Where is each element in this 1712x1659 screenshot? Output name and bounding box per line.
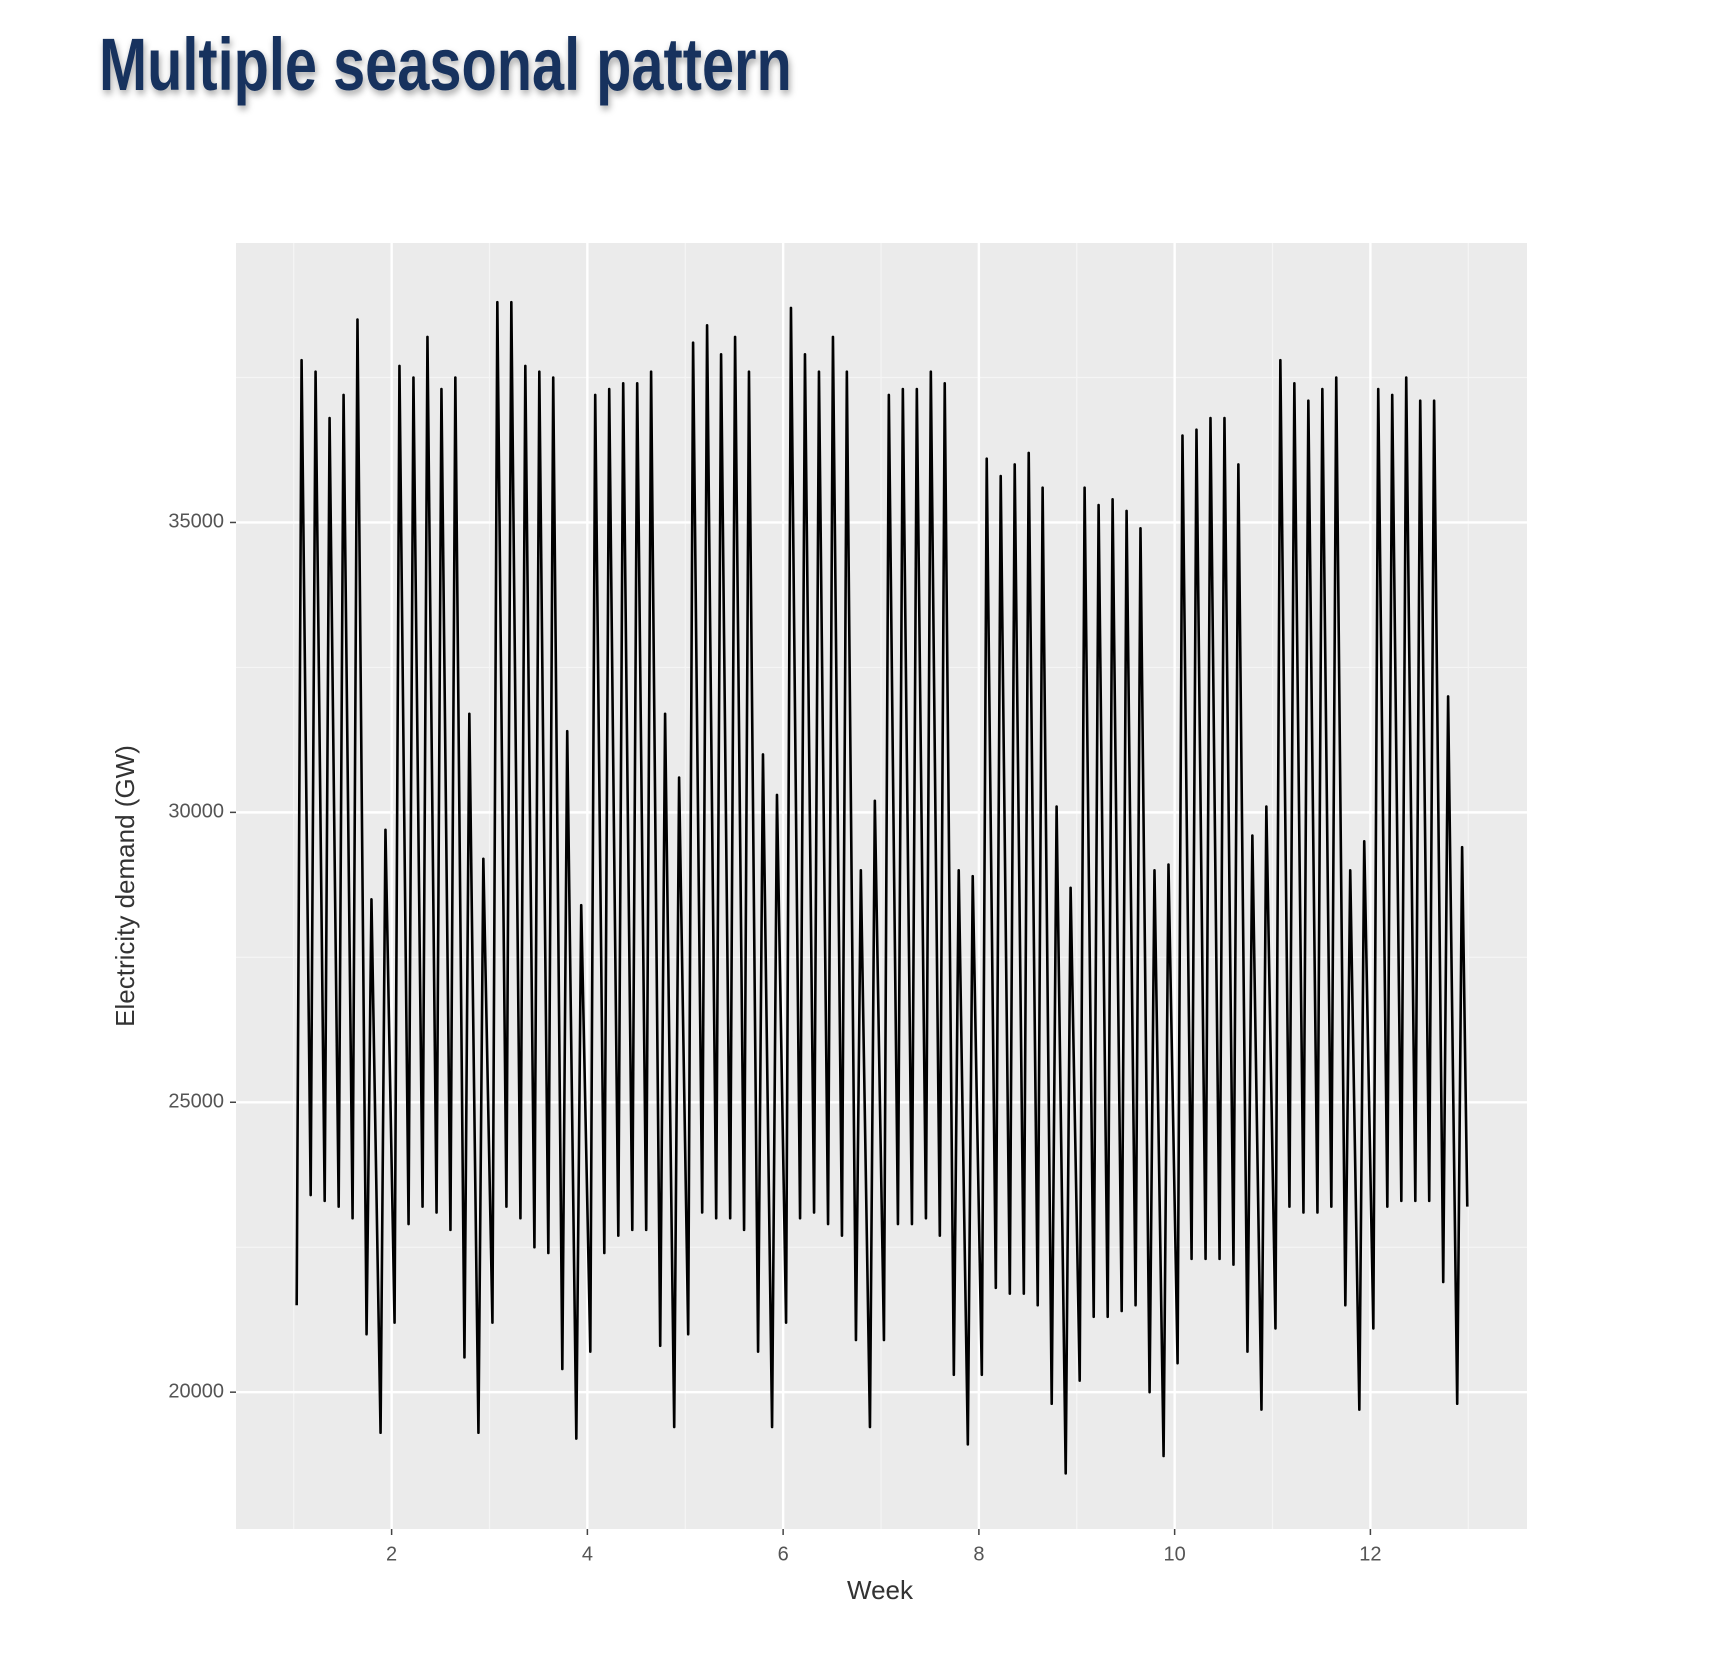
x-axis-title: Week (847, 1575, 914, 1605)
y-axis-title: Electricity demand (GW) (110, 745, 140, 1027)
data-line (295, 300, 1469, 1475)
y-tick-label: 20000 (168, 1380, 224, 1402)
x-tick-label: 6 (778, 1543, 789, 1565)
x-tick-label: 12 (1359, 1543, 1381, 1565)
x-tick-label: 2 (386, 1543, 397, 1565)
x-tick-label: 8 (973, 1543, 984, 1565)
x-tick-label: 10 (1164, 1543, 1186, 1565)
page-title: Multiple seasonal pattern (99, 23, 792, 106)
y-tick-label: 25000 (168, 1091, 224, 1113)
y-tick-label: 35000 (168, 511, 224, 533)
y-tick-label: 30000 (168, 801, 224, 823)
x-tick-label: 4 (582, 1543, 593, 1565)
